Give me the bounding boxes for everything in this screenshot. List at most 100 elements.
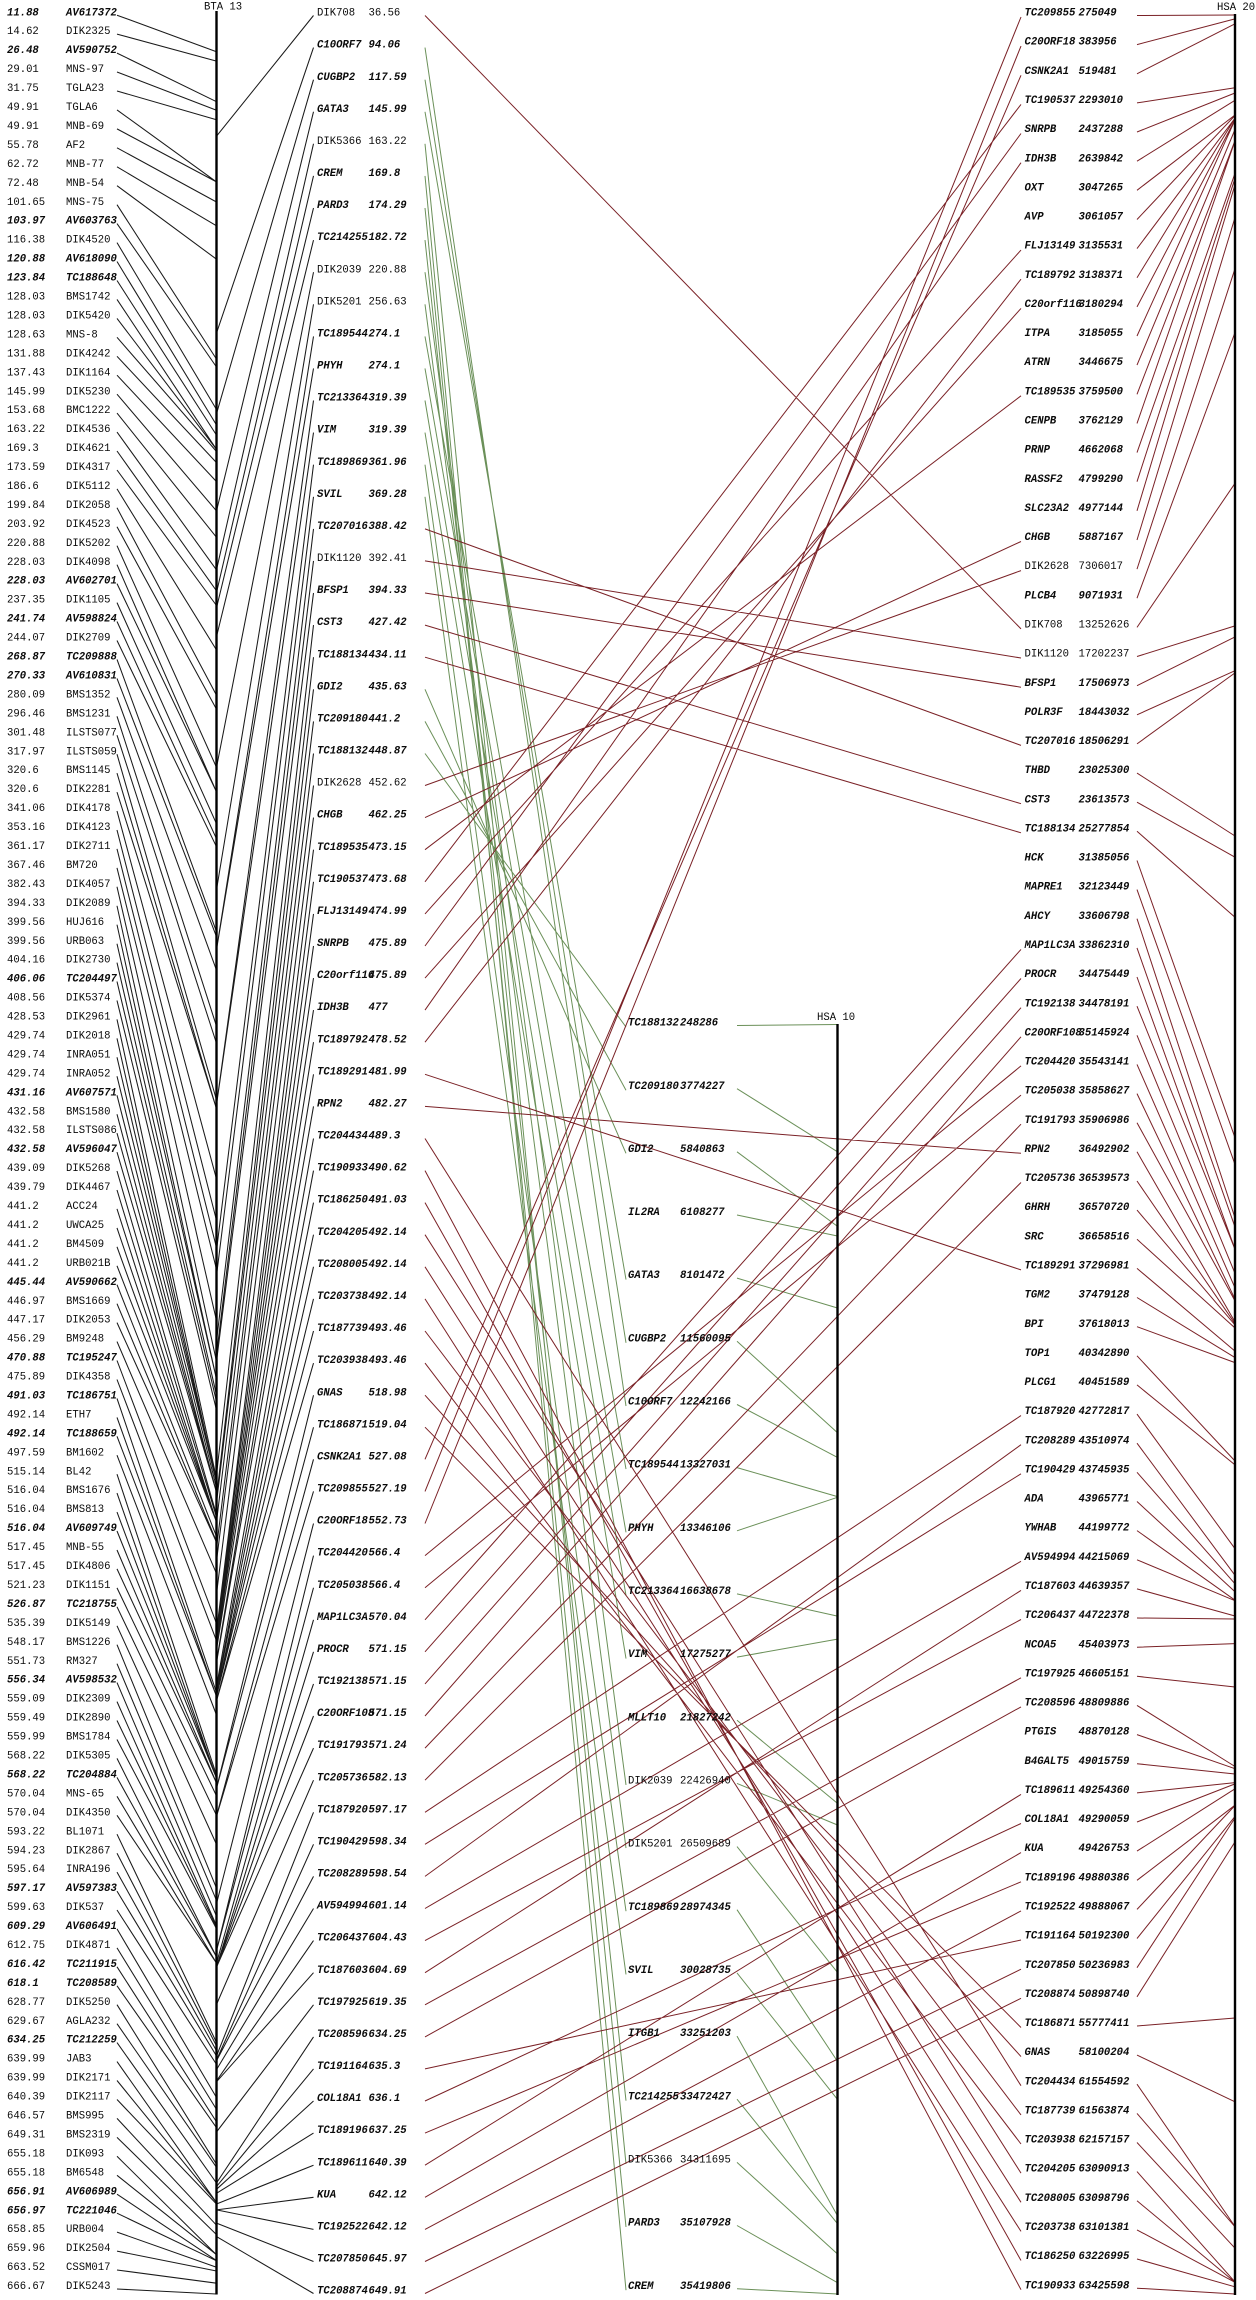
svg-text:604.69: 604.69 <box>369 1965 408 1977</box>
svg-text:58100204: 58100204 <box>1079 2047 1130 2059</box>
svg-text:DIK4350: DIK4350 <box>66 1807 111 1819</box>
svg-text:582.13: 582.13 <box>369 1772 408 1784</box>
svg-text:DIK2961: DIK2961 <box>66 1012 111 1024</box>
svg-text:AGLA232: AGLA232 <box>66 2016 111 2028</box>
svg-text:103.97: 103.97 <box>7 216 46 228</box>
svg-text:PARD3: PARD3 <box>628 2218 660 2230</box>
svg-text:GHRH: GHRH <box>1025 1202 1051 1214</box>
svg-text:18443032: 18443032 <box>1079 707 1131 719</box>
svg-text:23613573: 23613573 <box>1079 794 1131 806</box>
svg-text:BFSP1: BFSP1 <box>1025 678 1057 690</box>
svg-text:CST3: CST3 <box>1025 794 1051 806</box>
svg-text:BFSP1: BFSP1 <box>317 585 349 597</box>
svg-text:INRA051: INRA051 <box>66 1049 111 1061</box>
svg-text:MNB-55: MNB-55 <box>66 1542 104 1554</box>
svg-text:7306017: 7306017 <box>1079 561 1124 573</box>
svg-text:YWHAB: YWHAB <box>1025 1523 1057 1535</box>
svg-text:394.33: 394.33 <box>369 585 408 597</box>
svg-text:34478191: 34478191 <box>1079 998 1130 1010</box>
svg-text:6108277: 6108277 <box>680 1207 725 1219</box>
svg-text:570.04: 570.04 <box>7 1807 45 1819</box>
svg-text:432.58: 432.58 <box>7 1144 46 1156</box>
svg-text:TC208289: TC208289 <box>1025 1435 1077 1447</box>
svg-text:659.96: 659.96 <box>7 2243 45 2255</box>
svg-text:IDH3B: IDH3B <box>1025 153 1057 165</box>
svg-text:492.14: 492.14 <box>369 1227 407 1239</box>
svg-text:TC203938: TC203938 <box>1025 2135 1077 2147</box>
svg-text:VIM: VIM <box>628 1649 648 1661</box>
svg-text:TC208874: TC208874 <box>317 2286 368 2298</box>
svg-text:C20orf116: C20orf116 <box>317 970 375 982</box>
svg-text:TC189792: TC189792 <box>317 1034 369 1046</box>
svg-text:163.22: 163.22 <box>369 136 407 148</box>
svg-text:26.48: 26.48 <box>7 45 39 57</box>
svg-text:256.63: 256.63 <box>369 296 407 308</box>
svg-text:516.04: 516.04 <box>7 1485 45 1497</box>
svg-text:TC204420: TC204420 <box>1025 1057 1077 1069</box>
svg-text:AF2: AF2 <box>66 140 85 152</box>
svg-text:429.74: 429.74 <box>7 1068 45 1080</box>
svg-text:TC209855: TC209855 <box>317 1484 369 1496</box>
svg-text:559.99: 559.99 <box>7 1732 45 1744</box>
svg-text:29.01: 29.01 <box>7 64 39 76</box>
svg-text:153.68: 153.68 <box>7 405 45 417</box>
svg-text:666.67: 666.67 <box>7 2281 45 2293</box>
svg-text:663.52: 663.52 <box>7 2262 45 2274</box>
svg-text:GDI2: GDI2 <box>317 681 343 693</box>
svg-text:TC190429: TC190429 <box>317 1836 369 1848</box>
svg-text:TC197925: TC197925 <box>1025 1668 1077 1680</box>
svg-text:TC204205: TC204205 <box>317 1227 369 1239</box>
svg-text:CENPB: CENPB <box>1025 416 1057 428</box>
svg-text:456.29: 456.29 <box>7 1334 45 1346</box>
svg-text:COL18A1: COL18A1 <box>317 2093 362 2105</box>
svg-text:61563874: 61563874 <box>1079 2106 1130 2118</box>
svg-text:C20orf116: C20orf116 <box>1025 299 1083 311</box>
svg-text:392.41: 392.41 <box>369 553 407 565</box>
svg-text:OXT: OXT <box>1025 182 1045 194</box>
svg-text:C20ORF108: C20ORF108 <box>317 1708 375 1720</box>
svg-text:BM6548: BM6548 <box>66 2167 104 2179</box>
svg-text:SVIL: SVIL <box>628 1965 653 1977</box>
svg-text:441.2: 441.2 <box>7 1220 39 1232</box>
svg-text:MNB-69: MNB-69 <box>66 121 104 133</box>
svg-text:BMS1352: BMS1352 <box>66 689 111 701</box>
svg-text:571.15: 571.15 <box>369 1676 408 1688</box>
svg-text:37618013: 37618013 <box>1079 1319 1131 1331</box>
svg-text:244.07: 244.07 <box>7 633 45 645</box>
svg-text:399.56: 399.56 <box>7 917 45 929</box>
svg-text:609.29: 609.29 <box>7 1921 46 1933</box>
svg-text:SNRPB: SNRPB <box>317 938 349 950</box>
svg-text:131.88: 131.88 <box>7 348 45 360</box>
svg-text:BL42: BL42 <box>66 1466 91 1478</box>
svg-text:DIK5243: DIK5243 <box>66 2281 111 2293</box>
svg-text:IL2RA: IL2RA <box>628 1207 660 1219</box>
svg-text:HSA 10: HSA 10 <box>817 1012 855 1024</box>
svg-text:636.1: 636.1 <box>369 2093 401 2105</box>
svg-text:629.67: 629.67 <box>7 2016 45 2028</box>
svg-text:35906986: 35906986 <box>1079 1115 1131 1127</box>
svg-text:634.25: 634.25 <box>7 2035 46 2047</box>
svg-text:37479128: 37479128 <box>1079 1290 1131 1302</box>
svg-text:MNB-54: MNB-54 <box>66 178 104 190</box>
svg-text:SNRPB: SNRPB <box>1025 124 1057 136</box>
svg-text:AV607571: AV607571 <box>65 1087 117 1099</box>
svg-text:49.91: 49.91 <box>7 121 39 133</box>
svg-text:49426753: 49426753 <box>1079 1843 1131 1855</box>
svg-text:IDH3B: IDH3B <box>317 1002 349 1014</box>
svg-text:SRC: SRC <box>1025 1231 1045 1243</box>
svg-text:637.25: 637.25 <box>369 2125 408 2137</box>
svg-text:163.22: 163.22 <box>7 424 45 436</box>
svg-text:404.16: 404.16 <box>7 955 45 967</box>
svg-text:432.58: 432.58 <box>7 1125 45 1137</box>
svg-text:TC187739: TC187739 <box>317 1323 369 1335</box>
svg-text:HCK: HCK <box>1025 853 1046 865</box>
svg-text:44722378: 44722378 <box>1079 1610 1131 1622</box>
svg-text:595.64: 595.64 <box>7 1864 45 1876</box>
svg-text:408.56: 408.56 <box>7 993 45 1005</box>
svg-text:TC189291: TC189291 <box>1025 1261 1076 1273</box>
svg-text:TC195247: TC195247 <box>66 1353 118 1365</box>
svg-text:DIK5149: DIK5149 <box>66 1618 111 1630</box>
svg-text:DIK537: DIK537 <box>66 1902 104 1914</box>
svg-text:CUGBP2: CUGBP2 <box>317 72 356 84</box>
svg-text:C20ORF18: C20ORF18 <box>317 1516 369 1528</box>
